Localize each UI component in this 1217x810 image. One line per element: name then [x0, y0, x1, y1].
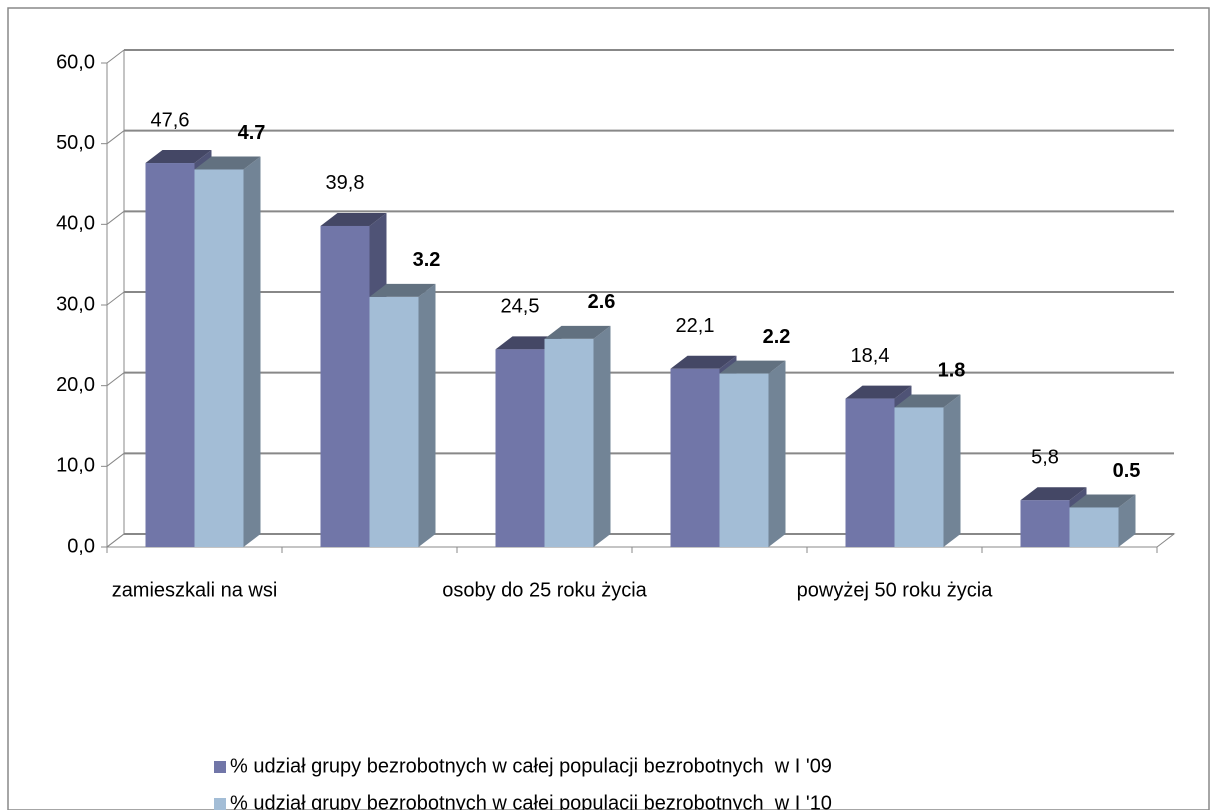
- grid-line-side: [106, 130, 125, 145]
- legend-swatch: [214, 761, 226, 773]
- bar: [1020, 500, 1070, 547]
- bar-top: [320, 212, 387, 226]
- bar-top: [1069, 494, 1136, 508]
- bar: [145, 163, 195, 547]
- y-tick-label: 10,0: [56, 455, 95, 477]
- annotation: 4.7: [238, 122, 266, 144]
- annotation: 2.6: [588, 291, 616, 313]
- x-tick-label: powyżej 50 roku życia: [797, 579, 994, 601]
- bar-top: [145, 150, 212, 164]
- legend-label: % udział grupy bezrobotnych w całej popu…: [230, 755, 832, 777]
- value-label: 18,4: [851, 345, 890, 367]
- bar-top: [1020, 487, 1087, 501]
- value-label: 5,8: [1031, 446, 1059, 468]
- legend-swatch: [214, 798, 226, 810]
- value-label: 47,6: [151, 109, 190, 131]
- bar-top: [544, 325, 611, 339]
- grid-line-side: [106, 372, 125, 387]
- x-tick-label: osoby do 25 roku życia: [442, 579, 647, 601]
- y-tick-label: 60,0: [56, 51, 95, 73]
- y-tick-label: 40,0: [56, 213, 95, 235]
- bar-top: [369, 283, 436, 297]
- bar-side: [768, 360, 786, 547]
- value-label: 22,1: [676, 315, 715, 337]
- bar: [369, 296, 419, 547]
- grid-line-side: [106, 533, 125, 548]
- y-tick-label: 30,0: [56, 293, 95, 315]
- bar: [1069, 507, 1119, 547]
- annotation: 3.2: [413, 249, 441, 271]
- legend-label: % udział grupy bezrobotnych w całej popu…: [230, 792, 832, 810]
- bar: [894, 407, 944, 547]
- bar-side: [1118, 494, 1136, 547]
- bar-top: [670, 355, 737, 369]
- bar-top: [719, 360, 786, 374]
- grid-line-side: [106, 210, 125, 225]
- y-tick-label: 0,0: [67, 535, 95, 557]
- bar-top: [894, 394, 961, 408]
- bar-top: [194, 156, 261, 170]
- bar: [670, 368, 720, 547]
- annotation: 0.5: [1113, 460, 1141, 482]
- bar-side: [593, 325, 611, 547]
- grid-line-side: [106, 452, 125, 467]
- bar: [495, 349, 545, 547]
- grid-line-side: [106, 291, 125, 306]
- bar-top: [845, 385, 912, 399]
- bar-side: [418, 283, 436, 547]
- bar-side: [243, 156, 261, 548]
- annotation: 1.8: [938, 360, 966, 382]
- value-label: 39,8: [326, 172, 365, 194]
- bar: [845, 398, 895, 547]
- bar: [194, 169, 244, 548]
- grid-line-side: [106, 49, 125, 64]
- bar-side: [943, 394, 961, 547]
- bar: [320, 225, 370, 548]
- bar: [544, 338, 594, 547]
- x-tick-label: zamieszkali na wsi: [112, 579, 278, 601]
- y-tick-label: 50,0: [56, 132, 95, 154]
- annotation: 2.2: [763, 326, 791, 348]
- bar: [719, 373, 769, 547]
- y-tick-label: 20,0: [56, 374, 95, 396]
- value-label: 24,5: [501, 296, 540, 318]
